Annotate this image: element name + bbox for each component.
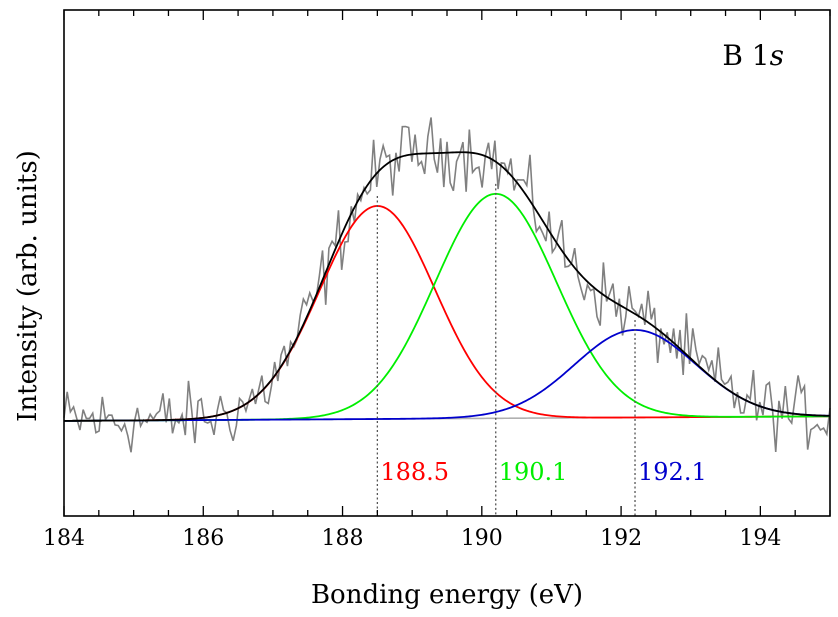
peak-label-192-1: 192.1 <box>638 458 707 486</box>
y-axis-title: Intensity (arb. units) <box>13 150 43 422</box>
x-tick-label: 186 <box>182 526 224 551</box>
fit-envelope-line <box>63 151 831 422</box>
components-layer <box>63 192 831 422</box>
x-tick-label: 184 <box>43 526 85 551</box>
x-tick-label: 192 <box>600 526 642 551</box>
x-axis-title: Bonding energy (eV) <box>311 580 583 610</box>
raw-data-line <box>63 117 831 453</box>
peak-markers-layer: 188.5 190.1 192.1 <box>376 183 707 516</box>
x-tick-label: 194 <box>739 526 781 551</box>
x-tick-label: 190 <box>461 526 503 551</box>
raw-data-layer <box>63 117 831 453</box>
peak-label-190-1: 190.1 <box>499 458 568 486</box>
envelope-layer <box>63 151 831 422</box>
x-axis-ticks: 184 186 188 190 192 194 <box>43 10 831 551</box>
panel-label: B 1s <box>722 39 784 72</box>
x-tick-label: 188 <box>322 526 364 551</box>
component-curve-188-5 <box>63 205 831 422</box>
plot-frame <box>63 9 831 517</box>
component-curve-190-1 <box>63 192 831 422</box>
peak-label-188-5: 188.5 <box>380 458 449 486</box>
